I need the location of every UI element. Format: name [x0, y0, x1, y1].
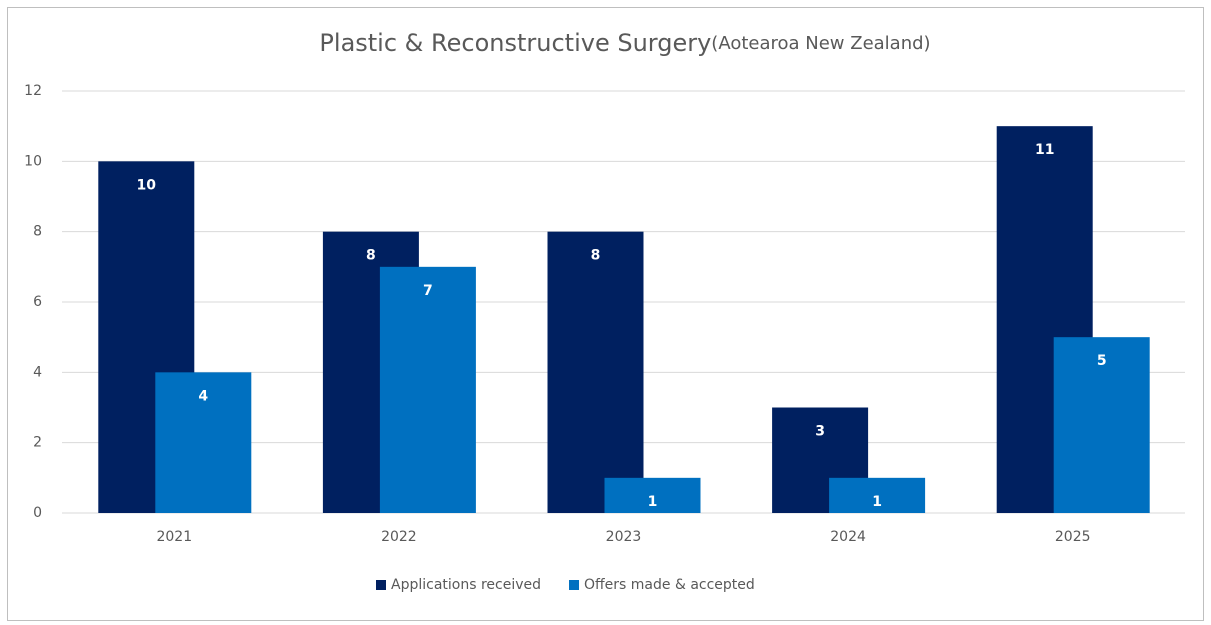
x-tick-label: 2023 — [606, 529, 642, 545]
x-tick-label: 2021 — [156, 529, 192, 545]
x-tick-label: 2022 — [381, 529, 417, 545]
legend-label: Offers made & accepted — [584, 577, 755, 593]
bar — [604, 477, 701, 513]
y-tick-label: 6 — [33, 294, 42, 310]
bar — [829, 477, 926, 513]
y-tick-label: 2 — [33, 435, 42, 451]
data-label: 3 — [815, 424, 825, 440]
y-tick-label: 10 — [24, 153, 42, 169]
y-tick-label: 4 — [33, 364, 42, 380]
bar — [155, 372, 252, 513]
data-label: 8 — [366, 248, 376, 264]
x-tick-label: 2024 — [830, 529, 866, 545]
data-label: 4 — [198, 388, 208, 404]
legend-swatch — [376, 580, 386, 590]
bar — [1053, 337, 1150, 513]
y-tick-label: 0 — [33, 505, 42, 521]
y-tick-label: 12 — [24, 83, 42, 99]
title-main: Plastic & Reconstructive Surgery — [319, 29, 711, 57]
data-label: 11 — [1035, 142, 1054, 158]
y-tick-label: 8 — [33, 224, 42, 240]
data-label: 7 — [423, 283, 433, 299]
x-tick-label: 2025 — [1055, 529, 1091, 545]
title-sub: (Aotearoa New Zealand) — [711, 33, 930, 54]
data-label: 10 — [137, 177, 157, 193]
data-label: 1 — [648, 494, 658, 510]
data-label: 5 — [1097, 353, 1107, 369]
data-label: 1 — [872, 494, 882, 510]
chart-title: Plastic & Reconstructive Surgery(Aotearo… — [319, 29, 930, 57]
data-label: 8 — [591, 248, 601, 264]
bar — [547, 231, 644, 513]
legend-label: Applications received — [391, 577, 541, 593]
bar — [379, 266, 476, 513]
legend-swatch — [569, 580, 580, 590]
